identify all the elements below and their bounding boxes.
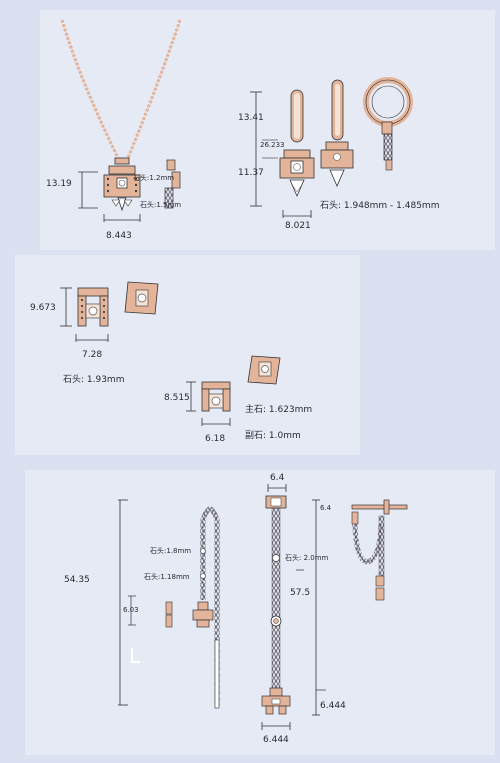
- stud-b-main-stone: 主石: 1.623mm: [245, 403, 312, 415]
- stud-a-stone-note: 石头: 1.93mm: [63, 374, 124, 385]
- hoop-earring-side-view: [363, 77, 413, 171]
- hoop-earring-front: [279, 89, 315, 197]
- long-drop-drawing: 6.4 石头: 2.0mm 6.444 57.5: [261, 473, 329, 745]
- threader-earring-front: [192, 506, 220, 709]
- necklace-pendant: [103, 157, 141, 212]
- stud-b-side-stone: 副石: 1.0mm: [245, 430, 301, 441]
- long-drop-pendant: [261, 687, 291, 715]
- stud-a-height-dim: 9.673: [30, 303, 56, 313]
- necklace-chain-right: [126, 19, 182, 159]
- stud-b-front: [201, 381, 231, 412]
- threader-stone-lower: 石头:1.18mm: [144, 572, 190, 581]
- stud-pair-a-drawing: 9.673 7.28 石头: 1.93mm: [30, 281, 159, 385]
- hoop-dim-bottom: 11.37: [238, 168, 264, 178]
- hoop-dim-mid: 26.233: [260, 141, 285, 149]
- threader-total-dim: 54.35: [64, 575, 90, 585]
- hoop-stone-note: 石头: 1.948mm - 1.485mm: [320, 200, 439, 211]
- stud-b-angled: [247, 355, 281, 385]
- ear-jacket-bottom-dim: 6.444: [320, 701, 346, 711]
- threader-stone-upper: 石头:1.8mm: [150, 546, 191, 555]
- hoop-width-dim: 8.021: [285, 221, 311, 231]
- ear-jacket-drawing: 6.4 6.444: [312, 499, 408, 716]
- panel-long-earrings: [25, 470, 495, 755]
- panel-studs: [15, 255, 360, 455]
- necklace-height-dim: 13.19: [46, 179, 72, 189]
- stud-pair-b-drawing: 8.515 6.18 主石: 1.623mm 副石: 1.0mm: [164, 355, 312, 444]
- necklace-drawing: 13.19 8.443 石头:1.2mm 石头:1.5mm: [46, 19, 182, 241]
- panel-necklace-hoops: [40, 10, 495, 250]
- necklace-width-dim: 8.443: [106, 231, 132, 241]
- long-drop-top-dim: 6.4: [270, 473, 285, 483]
- long-drop-length-dim: 57.5: [290, 588, 310, 598]
- threader-earring-side: [165, 601, 173, 628]
- threader-pendant-dim: 6.03: [123, 606, 139, 614]
- necklace-chain-left: [60, 19, 120, 159]
- long-drop-bottom-dim: 6.444: [263, 735, 289, 745]
- stud-a-front: [77, 287, 109, 327]
- stud-b-width-dim: 6.18: [205, 434, 225, 444]
- stud-a-width-dim: 7.28: [82, 350, 102, 360]
- necklace-stone-bottom: 石头:1.5mm: [140, 200, 181, 209]
- necklace-pendant-side-view: [164, 159, 181, 209]
- hoop-earrings-drawing: 13.41 26.233 11.37 8.021: [238, 77, 439, 231]
- necklace-stone-top: 石头:1.2mm: [133, 173, 174, 182]
- stud-a-angled: [124, 281, 159, 315]
- long-drop-stone-note: 石头: 2.0mm: [285, 553, 329, 562]
- threader-earrings-drawing: 54.35 6.03 石头:1.8mm 石头:1.18mm: [64, 499, 220, 709]
- stud-b-height-dim: 8.515: [164, 393, 190, 403]
- hoop-dim-top: 13.41: [238, 113, 264, 123]
- hoop-earring-angled: [320, 79, 354, 187]
- ear-jacket-top-dim: 6.4: [320, 504, 332, 512]
